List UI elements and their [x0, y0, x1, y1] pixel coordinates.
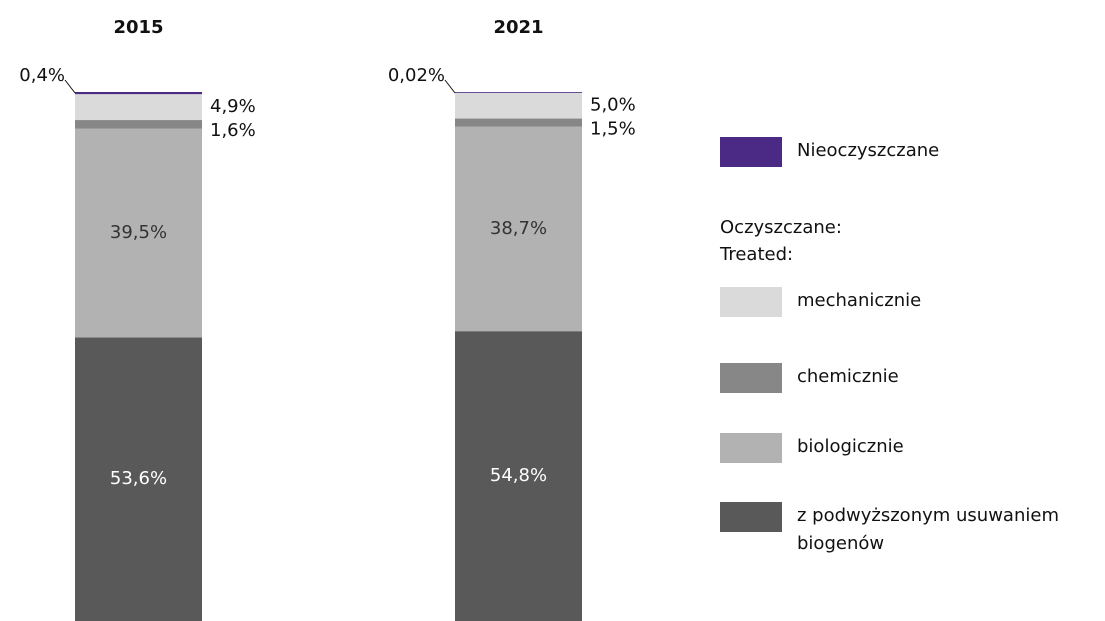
legend-label-box: Nieoczyszczane [797, 140, 940, 161]
legend-label: Nieoczyszczane [797, 140, 940, 161]
legend-swatch [720, 433, 782, 463]
value-label: 1,5% [590, 118, 636, 139]
value-label: 1,6% [210, 120, 256, 141]
category-label: 2021 [493, 17, 543, 38]
value-label: 4,9% [210, 96, 256, 117]
legend-label: z podwyższonym usuwaniem biogenów [797, 505, 1059, 554]
leader-line [64, 79, 76, 94]
value-label: 0,02% [388, 65, 445, 86]
legend-label: biologicznie [797, 436, 904, 457]
value-label: 53,6% [110, 468, 167, 489]
value-label: 0,4% [19, 65, 65, 86]
bar-segment [75, 128, 202, 338]
legend-label: mechanicznie [797, 290, 922, 311]
legend-label-box: biologicznie [797, 436, 904, 457]
value-label: 54,8% [490, 465, 547, 486]
bar-segment [75, 92, 202, 95]
bar-segment [75, 120, 202, 129]
legend-label: chemicznie [797, 366, 899, 387]
legend-swatch [720, 137, 782, 167]
value-label: 39,5% [110, 222, 167, 243]
legend-label-box: z podwyższonym usuwaniem biogenów [797, 505, 1059, 554]
bar-segment [75, 337, 202, 621]
legend-heading: Treated: [719, 244, 793, 265]
bar-segment [455, 118, 582, 127]
legend-label-box: mechanicznie [797, 290, 922, 311]
bar-segment [75, 94, 202, 121]
legend-swatch [720, 287, 782, 317]
legend-swatch [720, 363, 782, 393]
bar-segment [455, 92, 582, 93]
bar-segment [455, 331, 582, 621]
value-label: 5,0% [590, 94, 636, 115]
category-label: 2015 [113, 17, 163, 38]
value-label: 38,7% [490, 218, 547, 239]
bar-segment [455, 92, 582, 119]
leader-line [444, 79, 456, 94]
legend-label-box: chemicznie [797, 366, 899, 387]
legend-swatch [720, 502, 782, 532]
bar-segment [455, 126, 582, 332]
legend-heading: Oczyszczane: [720, 217, 842, 238]
